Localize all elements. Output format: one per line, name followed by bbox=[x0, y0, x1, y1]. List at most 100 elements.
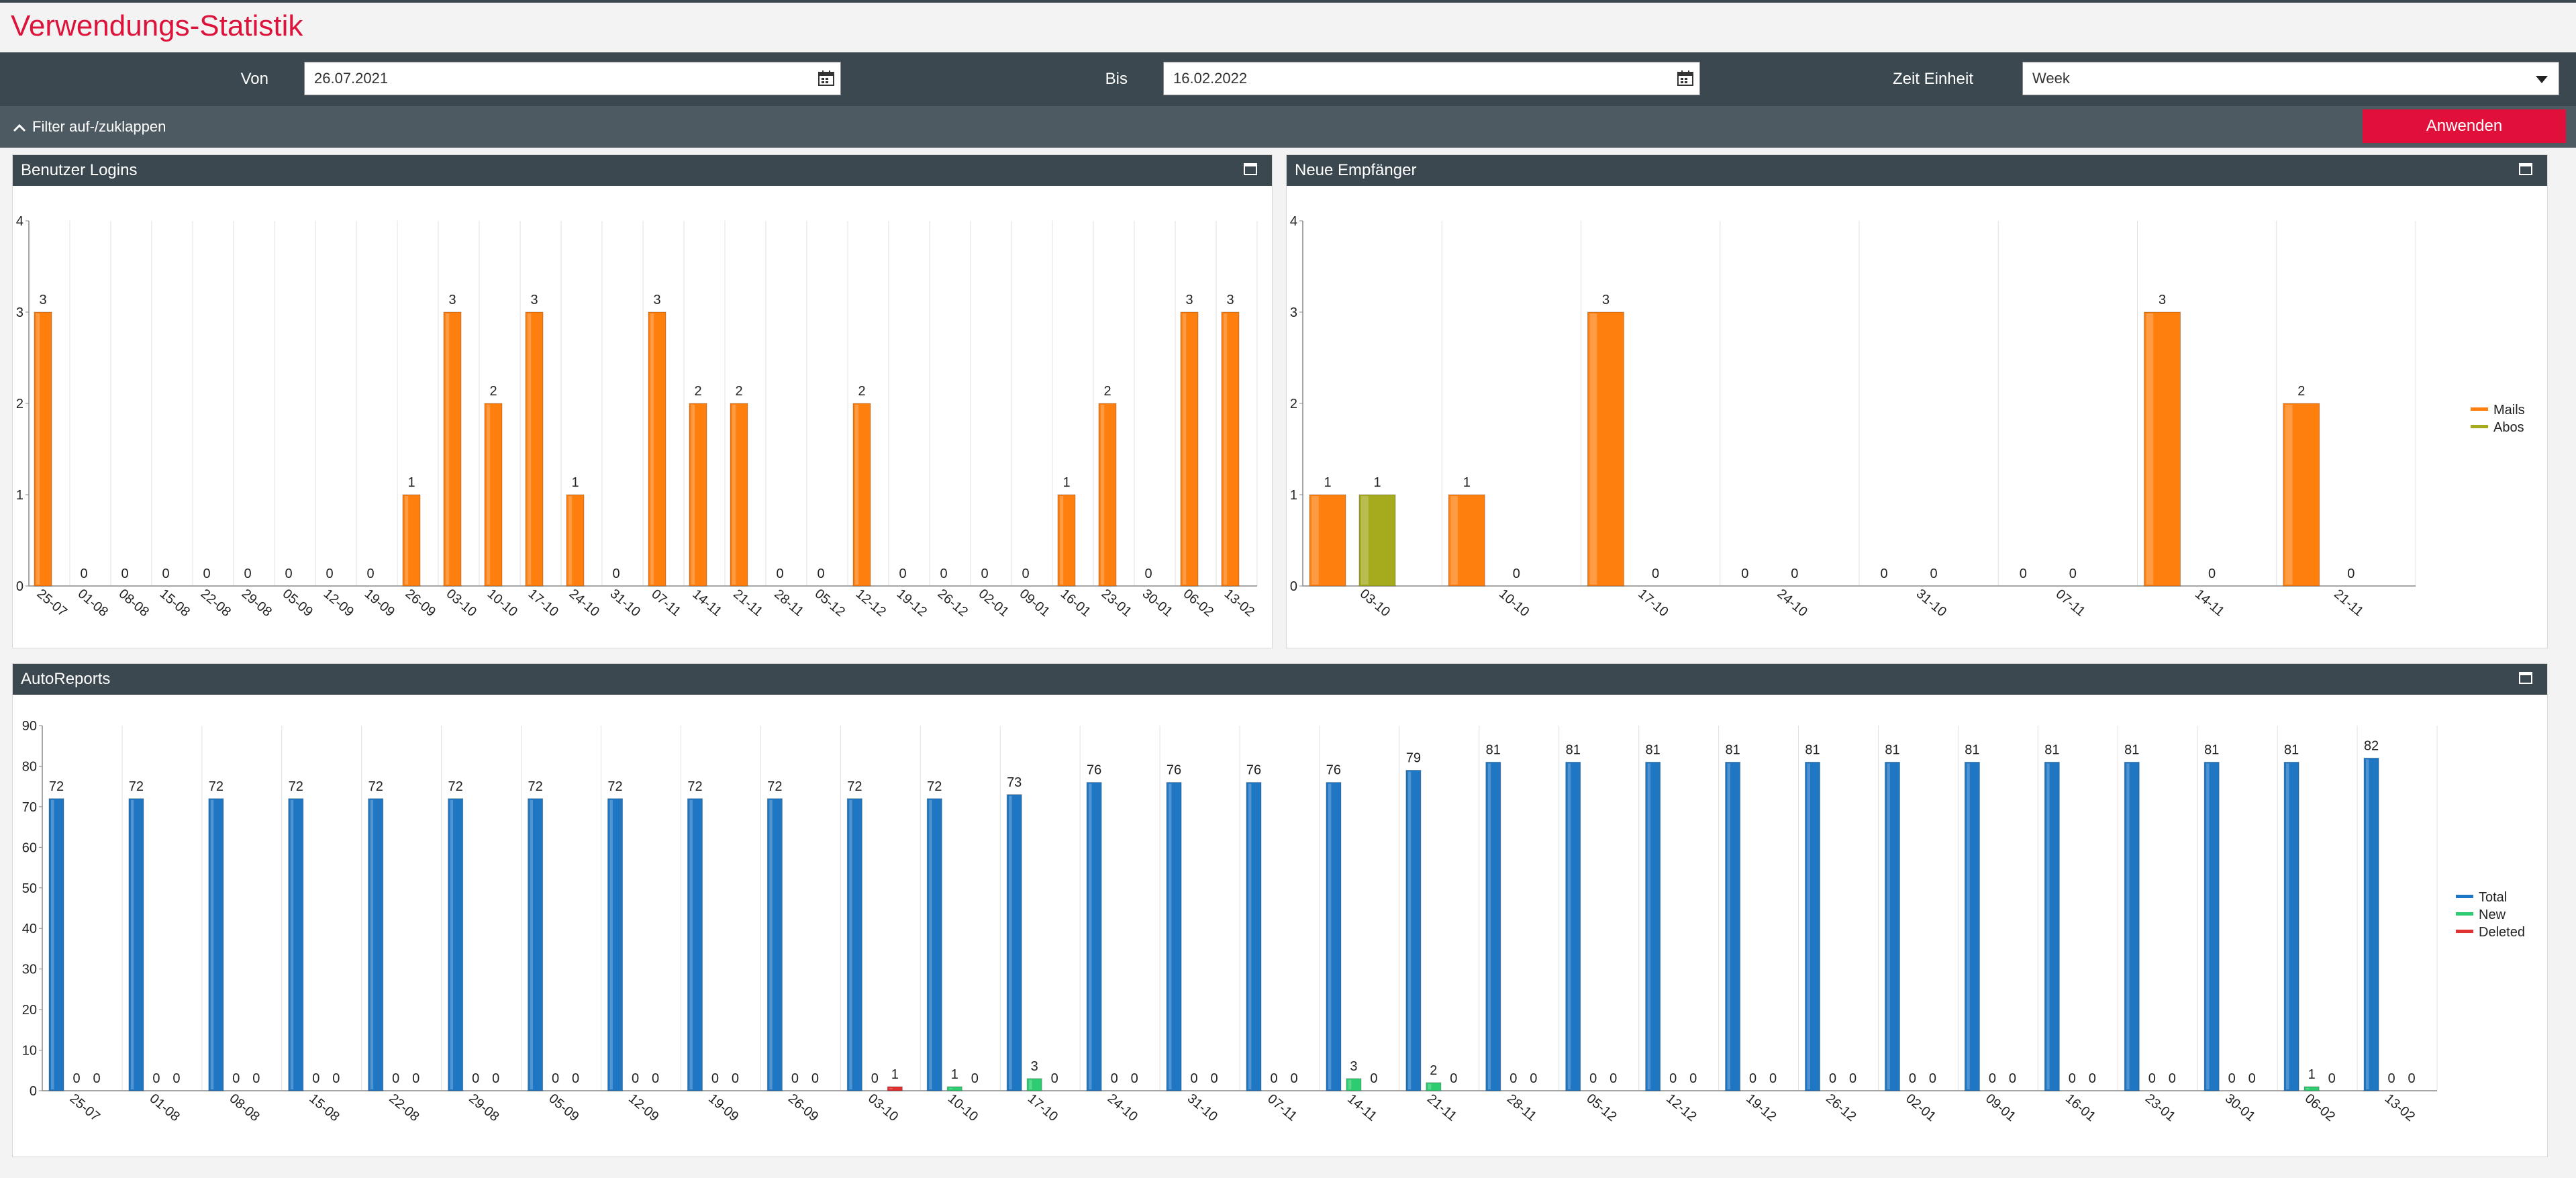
x-tick-label: 23-01 bbox=[1099, 587, 1134, 620]
data-label-abos: 1 bbox=[1373, 475, 1381, 490]
data-label-new: 0 bbox=[232, 1071, 240, 1086]
data-label-total: 81 bbox=[2204, 742, 2219, 757]
data-label-new: 1 bbox=[2308, 1067, 2316, 1082]
page-title: Verwendungs-Statistik bbox=[11, 9, 303, 42]
bar-total bbox=[1326, 782, 1342, 1091]
data-label-abos: 0 bbox=[2069, 567, 2077, 581]
bar-highlight bbox=[1428, 1083, 1432, 1089]
y-tick-label: 90 bbox=[22, 719, 37, 734]
data-label-new: 0 bbox=[1909, 1071, 1916, 1086]
zeit-einheit-label: Zeit Einheit bbox=[1892, 70, 1973, 88]
y-tick-label: 2 bbox=[16, 397, 23, 411]
data-label-value: 0 bbox=[80, 567, 87, 581]
data-label-deleted: 0 bbox=[252, 1071, 260, 1086]
x-tick-label: 06-02 bbox=[2302, 1091, 2338, 1125]
data-label-deleted: 0 bbox=[2009, 1071, 2016, 1086]
legend-label-abos: Abos bbox=[2493, 420, 2524, 435]
data-label-abos: 0 bbox=[2347, 567, 2355, 581]
bar-mails bbox=[2144, 311, 2181, 587]
data-label-value: 1 bbox=[1062, 475, 1070, 490]
data-label-deleted: 0 bbox=[572, 1071, 579, 1086]
data-label-total: 72 bbox=[448, 779, 463, 794]
x-tick-label: 07-11 bbox=[1265, 1091, 1299, 1124]
data-label-new: 0 bbox=[2069, 1071, 2076, 1086]
bar-total bbox=[1006, 794, 1022, 1091]
data-label-value: 3 bbox=[530, 293, 538, 307]
bar-total bbox=[1964, 761, 1980, 1091]
bar-highlight bbox=[1407, 771, 1411, 1089]
x-tick-label: 31-10 bbox=[1914, 587, 1949, 620]
data-label-value: 0 bbox=[612, 567, 620, 581]
y-tick-label: 0 bbox=[30, 1084, 37, 1099]
data-label-mails: 0 bbox=[2020, 567, 2027, 581]
data-label-mails: 3 bbox=[2159, 293, 2166, 307]
bar-highlight bbox=[51, 799, 54, 1089]
maximize-icon[interactable] bbox=[2519, 672, 2532, 684]
data-label-total: 81 bbox=[1646, 742, 1661, 757]
calendar-icon[interactable] bbox=[818, 69, 835, 87]
data-label-value: 3 bbox=[1226, 293, 1234, 307]
data-label-new: 0 bbox=[1191, 1071, 1198, 1086]
x-tick-label: 26-12 bbox=[935, 587, 971, 620]
bar-mails bbox=[1309, 494, 1346, 587]
maximize-icon[interactable] bbox=[2519, 163, 2532, 175]
data-label-mails: 0 bbox=[1880, 567, 1887, 581]
bar-highlight bbox=[1647, 763, 1651, 1089]
x-tick-label: 19-09 bbox=[705, 1091, 741, 1125]
data-label-value: 2 bbox=[489, 384, 497, 399]
data-label-value: 3 bbox=[39, 293, 46, 307]
bis-date-input[interactable]: 16.02.2022 bbox=[1163, 62, 1700, 95]
bar-total bbox=[288, 798, 304, 1091]
bar-deleted bbox=[887, 1086, 903, 1091]
x-tick-label: 15-08 bbox=[306, 1091, 342, 1125]
data-label-new: 0 bbox=[2388, 1071, 2395, 1086]
data-label-total: 76 bbox=[1246, 763, 1261, 778]
data-label-deleted: 0 bbox=[1131, 1071, 1138, 1086]
x-tick-label: 26-09 bbox=[403, 587, 438, 620]
data-label-deleted: 1 bbox=[891, 1067, 899, 1082]
chevron-down-icon[interactable] bbox=[2536, 76, 2548, 83]
bar-total bbox=[1565, 761, 1581, 1091]
data-label-deleted: 0 bbox=[1530, 1071, 1537, 1086]
x-tick-label: 08-08 bbox=[116, 587, 152, 620]
y-tick-label: 3 bbox=[1290, 305, 1297, 320]
von-label: Von bbox=[240, 70, 268, 88]
data-label-deleted: 0 bbox=[1051, 1071, 1058, 1086]
bar-highlight bbox=[1727, 763, 1730, 1089]
bar-total bbox=[1645, 761, 1661, 1091]
data-label-new: 0 bbox=[791, 1071, 799, 1086]
data-label-deleted: 0 bbox=[1211, 1071, 1218, 1086]
legend-label-mails: Mails bbox=[2493, 403, 2525, 418]
data-label-new: 0 bbox=[1509, 1071, 1517, 1086]
maximize-icon[interactable] bbox=[1244, 163, 1257, 175]
bar-highlight bbox=[36, 313, 40, 585]
legend-label-new: New bbox=[2479, 907, 2506, 922]
zeit-einheit-select[interactable]: Week bbox=[2022, 62, 2559, 95]
data-label-mails: 2 bbox=[2297, 384, 2305, 399]
apply-button[interactable]: Anwenden bbox=[2363, 109, 2566, 143]
calendar-icon[interactable] bbox=[1677, 69, 1694, 87]
x-tick-label: 19-09 bbox=[362, 587, 397, 620]
bar-total bbox=[2203, 761, 2220, 1091]
x-tick-label: 09-01 bbox=[1017, 587, 1052, 620]
panel-neue-empfaenger: Neue Empfänger 0 1 2 3 4 1 1 03-10 1 0 10-10 3 0 17-1… bbox=[1286, 154, 2548, 648]
data-label-value: 0 bbox=[1022, 567, 1029, 581]
bar-total bbox=[1086, 782, 1102, 1091]
data-label-new: 0 bbox=[711, 1071, 719, 1086]
bar-highlight bbox=[849, 799, 852, 1089]
bar-total bbox=[448, 798, 464, 1091]
bar-highlight bbox=[370, 799, 374, 1089]
bar-highlight bbox=[2146, 313, 2154, 585]
data-label-total: 81 bbox=[2284, 742, 2299, 757]
bar-total bbox=[1725, 761, 1741, 1091]
bar-highlight bbox=[1361, 496, 1369, 585]
bar-highlight bbox=[732, 405, 736, 585]
filter-toggle[interactable]: Filter auf-/zuklappen bbox=[12, 118, 166, 136]
bar-highlight bbox=[487, 405, 491, 585]
bar-highlight bbox=[889, 1087, 893, 1089]
y-tick-label: 60 bbox=[22, 840, 37, 855]
data-label-new: 3 bbox=[1031, 1059, 1038, 1074]
von-date-input[interactable]: 26.07.2021 bbox=[304, 62, 841, 95]
x-tick-label: 03-10 bbox=[444, 587, 479, 620]
data-label-total: 81 bbox=[2124, 742, 2139, 757]
